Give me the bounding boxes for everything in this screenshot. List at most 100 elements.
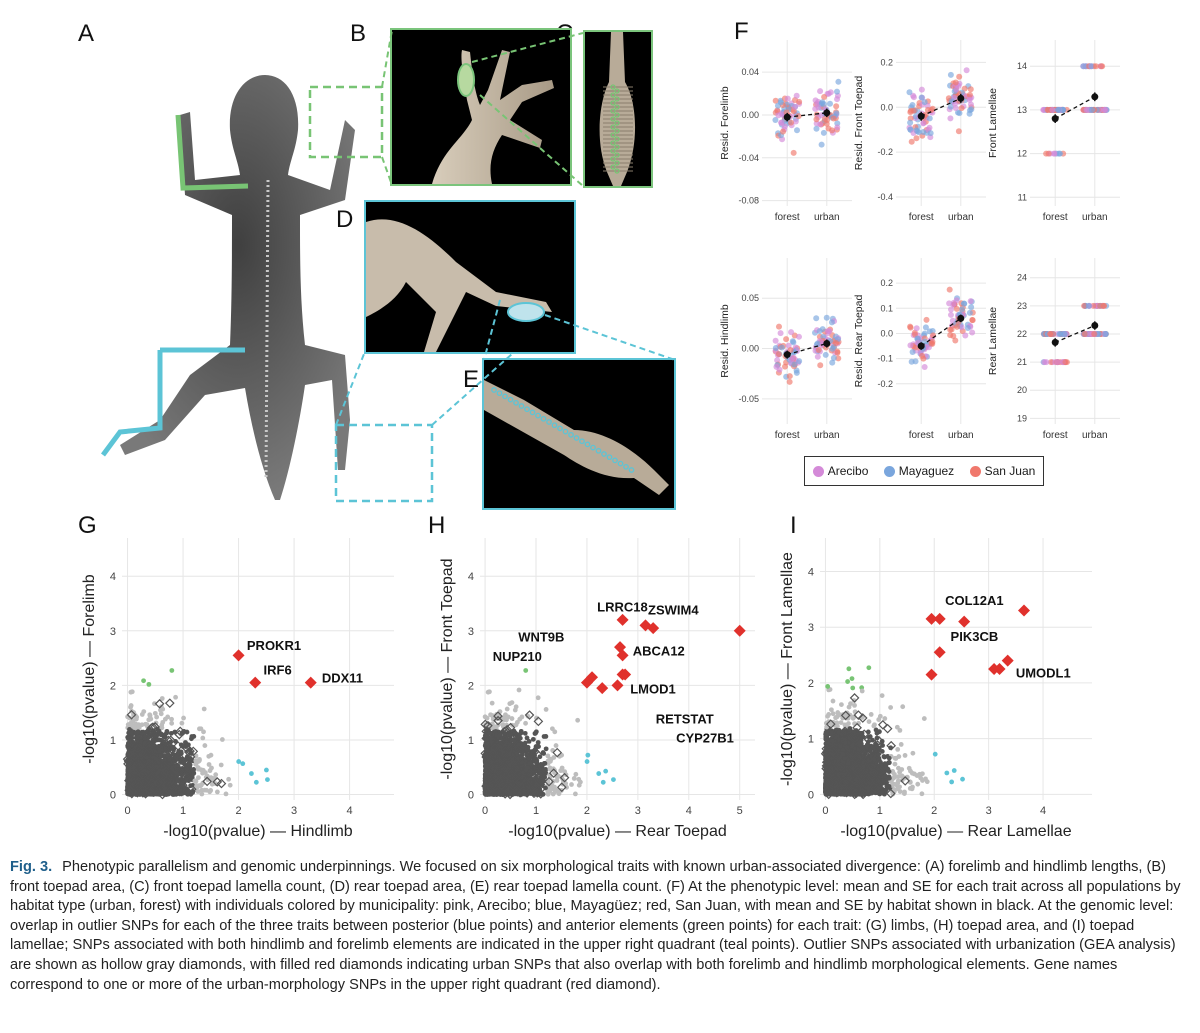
snp-point (162, 716, 168, 722)
lamella-marker (610, 116, 616, 122)
data-point (969, 317, 976, 324)
y-tick-label: 22 (1017, 329, 1027, 339)
data-point (792, 118, 799, 125)
data-point (967, 86, 974, 93)
data-point (920, 120, 927, 127)
snp-point (200, 735, 206, 741)
snp-point (226, 776, 232, 782)
data-point (821, 116, 828, 123)
snp-scatter-g: 0 1 2 3 401234PROKR1IRF6DDX11-log10(pvalue) … (81, 538, 394, 840)
y-axis-label: Resid. Front Toepad (853, 76, 865, 171)
lamella-marker (579, 438, 585, 445)
y-tick-label: 0.0 (880, 102, 893, 112)
lamella-marker (507, 396, 514, 403)
y-tick-label: 4 (110, 571, 116, 583)
data-point (961, 300, 968, 307)
snp-point (127, 727, 132, 732)
snp-point (141, 678, 146, 684)
x-tick-label: 1 (533, 805, 539, 817)
x-tick-label: 4 (347, 805, 353, 817)
data-point (791, 104, 798, 111)
mean-connector (920, 97, 962, 117)
data-point (950, 301, 957, 308)
data-point (780, 128, 787, 135)
snp-point (265, 777, 270, 783)
data-point (823, 120, 830, 127)
data-point (830, 355, 837, 362)
snp-point (173, 694, 178, 700)
snp-point (158, 707, 163, 713)
data-point (950, 333, 957, 340)
mean-point (917, 112, 925, 120)
snp-point (214, 789, 220, 795)
data-point (966, 107, 973, 114)
snp-point (541, 734, 547, 739)
snp-point (129, 689, 135, 695)
snp-point (227, 782, 233, 788)
x-tick-label: 0 (482, 805, 488, 817)
lamella-marker (610, 132, 616, 138)
data-point (1091, 330, 1098, 337)
lamella-marker (614, 144, 620, 150)
data-point (947, 326, 954, 333)
snp-point (219, 737, 225, 742)
snp-point (249, 771, 254, 776)
data-point (921, 330, 928, 337)
data-point (966, 96, 973, 103)
y-axis-label: -log10(pvalue) — Forelimb (81, 574, 98, 764)
data-point (795, 113, 802, 120)
lamella-marker (529, 409, 536, 416)
lamella-marker (546, 419, 552, 425)
data-point (956, 73, 963, 80)
data-point (813, 116, 820, 123)
data-point (822, 351, 829, 358)
lamella-marker (614, 152, 620, 158)
data-point (1054, 359, 1061, 366)
data-point (1061, 330, 1068, 337)
x-tick-label: urban (1082, 430, 1108, 441)
data-point (919, 352, 926, 359)
x-tick-label: 5 (737, 805, 743, 817)
x-tick-label: forest (909, 212, 934, 223)
snp-point (192, 778, 198, 784)
data-point (1056, 330, 1063, 337)
data-point (775, 351, 782, 358)
y-tick-label: 0.00 (741, 110, 759, 120)
data-point (796, 358, 803, 365)
snp-point (584, 759, 590, 764)
y-axis-label: Resid. Forelimb (719, 86, 731, 160)
data-point (834, 96, 841, 103)
data-point (820, 333, 827, 340)
data-point (830, 115, 837, 122)
data-point (821, 94, 828, 101)
y-tick-label: 13 (1017, 105, 1027, 115)
y-tick-label: 1 (468, 735, 474, 747)
data-point (907, 342, 914, 349)
data-point (834, 349, 841, 356)
data-point (777, 330, 784, 337)
lamella-marker (551, 422, 558, 429)
front-foot-image (432, 50, 554, 184)
data-point (1085, 302, 1092, 309)
lamella-marker (502, 393, 508, 400)
data-point (921, 363, 928, 370)
data-point (835, 78, 842, 85)
snp-point (169, 720, 175, 726)
data-point (910, 107, 917, 114)
lamella-marker (610, 108, 616, 114)
lamella-marker (614, 88, 620, 94)
data-point (953, 297, 960, 304)
snp-point (512, 707, 518, 713)
y-axis-label: Front Lamellae (987, 88, 999, 158)
data-point (789, 338, 796, 345)
data-point (910, 94, 917, 101)
snp-point (184, 766, 190, 772)
rear-lamella-image (484, 380, 669, 495)
snp-point (181, 715, 186, 721)
data-point (1088, 63, 1095, 70)
y-tick-label: 21 (1017, 357, 1027, 367)
data-point (946, 286, 953, 293)
lamella-marker (595, 447, 602, 454)
x-tick-label: urban (948, 212, 974, 223)
x-tick-label: forest (909, 430, 934, 441)
